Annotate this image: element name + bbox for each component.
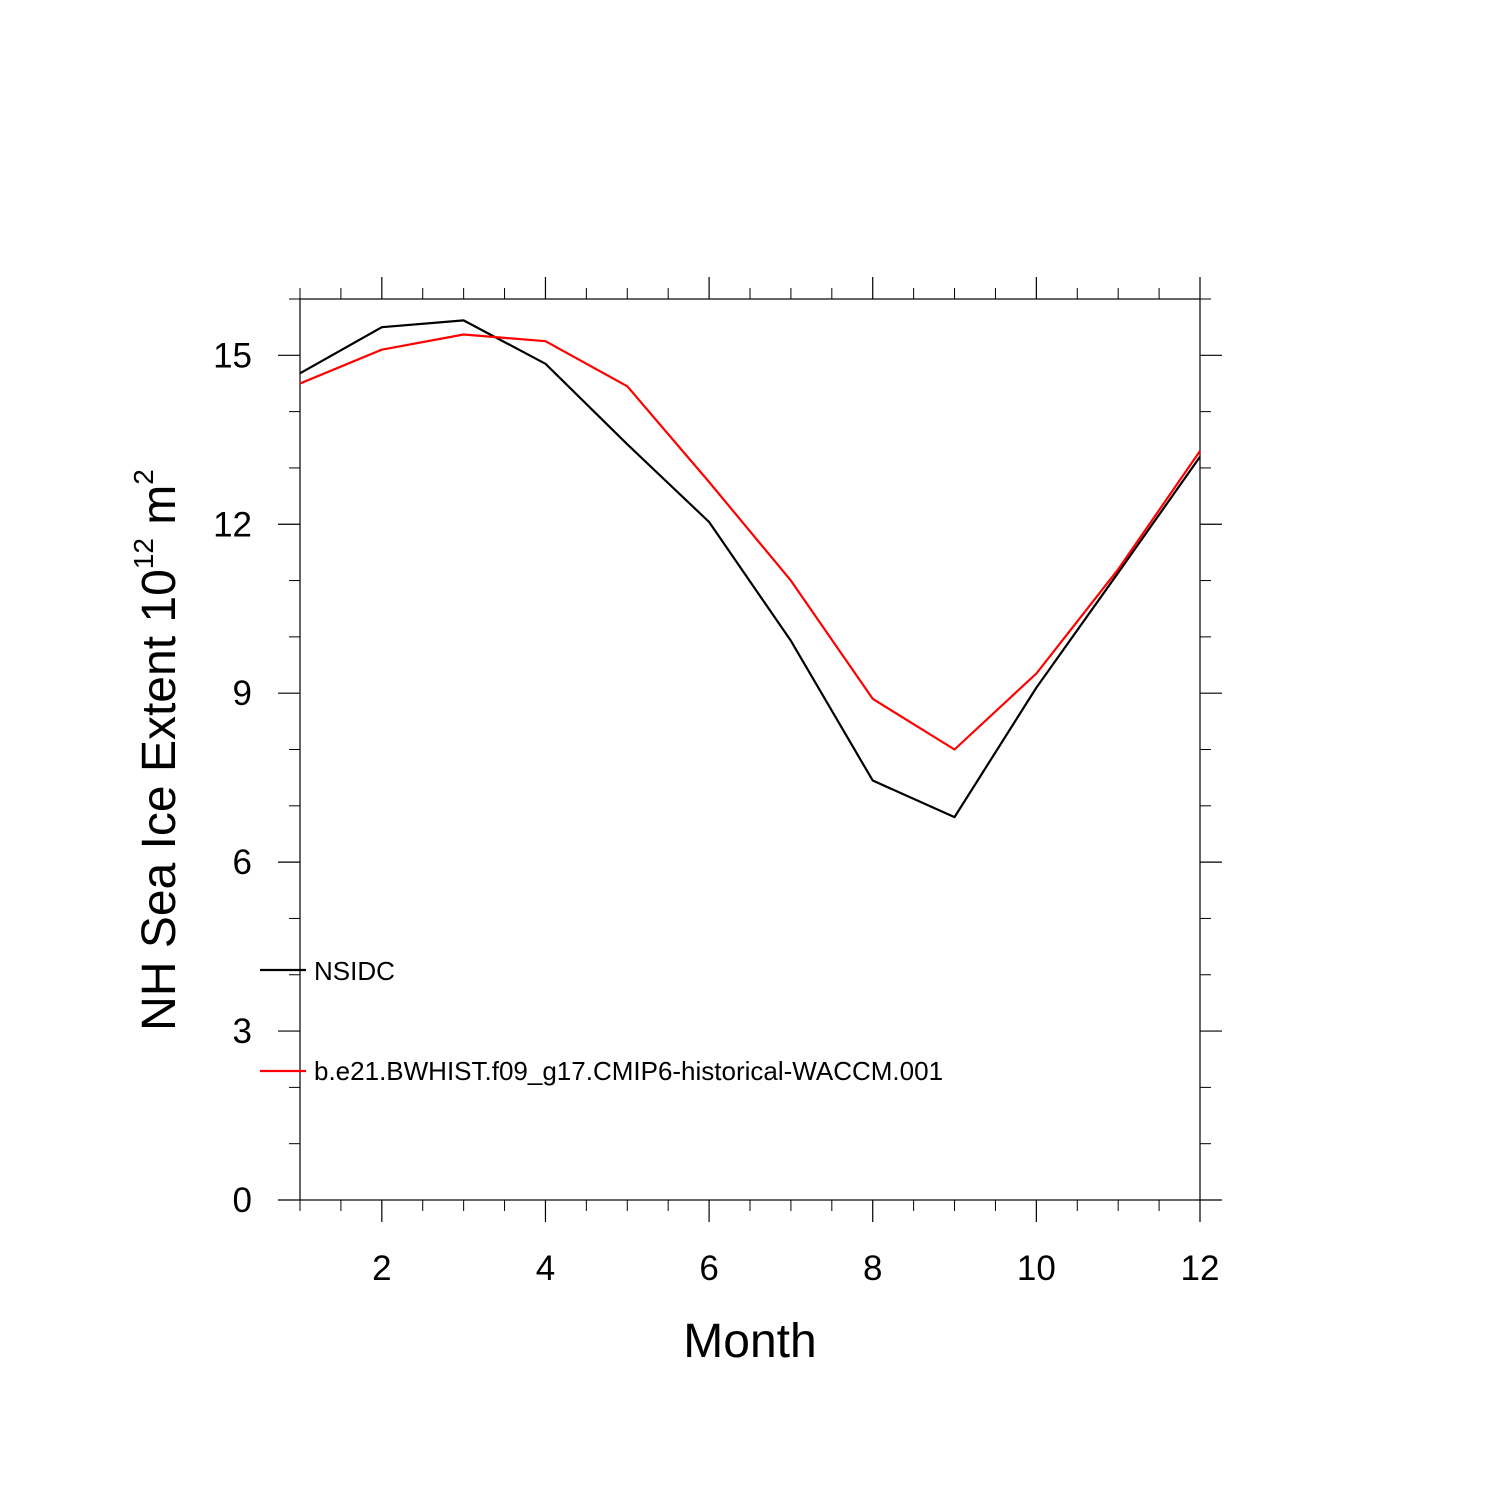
x-tick-label: 10 (1017, 1249, 1056, 1288)
y-axis-title-unit: m (133, 485, 186, 525)
y-axis-title-text: NH Sea Ice Extent 10 (133, 569, 186, 1031)
y-axis-title-exponent: 12 (128, 538, 159, 569)
svg-text:NH Sea Ice Extent 1012 m2: NH Sea Ice Extent 1012 m2 (128, 469, 186, 1031)
legend-label-nsidc: NSIDC (314, 956, 395, 986)
data-series (299, 319, 1201, 819)
series-line-nsidc (299, 319, 1201, 819)
x-tick-label: 8 (863, 1249, 882, 1288)
y-tick-label: 0 (233, 1181, 252, 1220)
y-axis-title-unit-exponent: 2 (128, 469, 159, 485)
legend-entry-waccm: b.e21.BWHIST.f09_g17.CMIP6-historical-WA… (260, 1056, 943, 1086)
y-tick-label: 6 (233, 843, 252, 882)
x-tick-label: 4 (536, 1249, 555, 1288)
axis-tick-labels: 2 4 6 8 10 12 0 3 6 9 12 15 (213, 336, 1219, 1288)
y-tick-label: 12 (213, 505, 252, 544)
x-tick-label: 2 (372, 1249, 391, 1288)
legend: NSIDC b.e21.BWHIST.f09_g17.CMIP6-histori… (260, 956, 943, 1086)
legend-label-waccm: b.e21.BWHIST.f09_g17.CMIP6-historical-WA… (314, 1056, 943, 1086)
y-tick-label: 3 (233, 1012, 252, 1051)
x-axis-title: Month (683, 1315, 816, 1368)
series-line-waccm (299, 333, 1201, 751)
y-tick-label: 15 (213, 336, 252, 375)
y-axis-title: NH Sea Ice Extent 1012 m2 (128, 469, 186, 1031)
x-tick-label: 6 (699, 1249, 718, 1288)
axis-ticks (278, 277, 1222, 1222)
y-tick-label: 9 (233, 674, 252, 713)
x-tick-label: 12 (1181, 1249, 1220, 1288)
legend-entry-nsidc: NSIDC (260, 956, 395, 986)
